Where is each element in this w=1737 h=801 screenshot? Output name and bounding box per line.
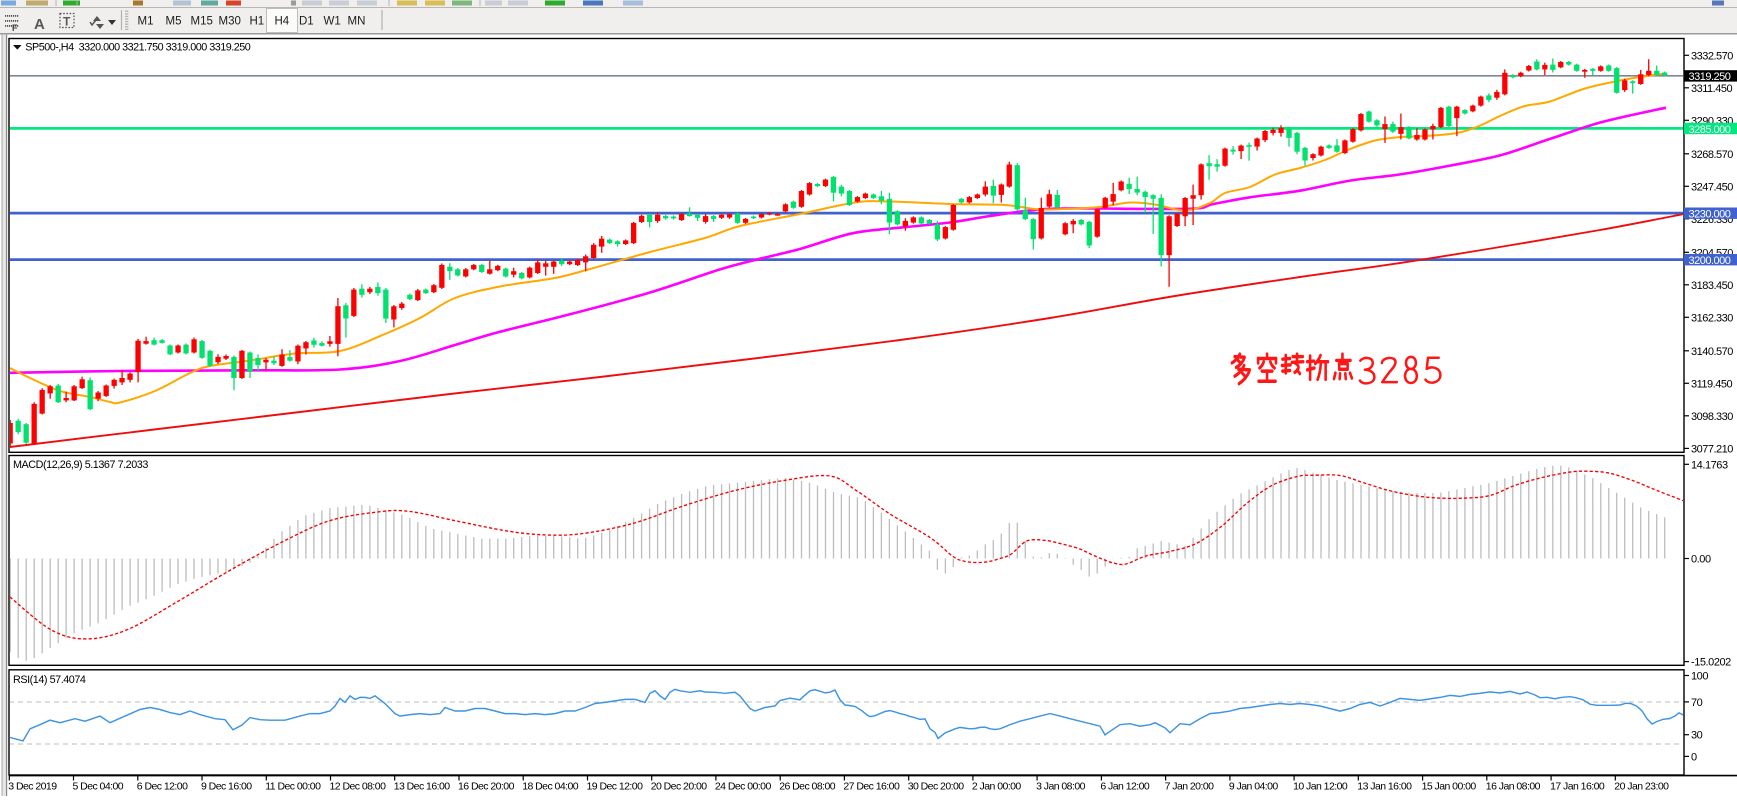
svg-text:H1: H1 (250, 16, 265, 28)
svg-text:3119.450: 3119.450 (1691, 378, 1732, 390)
svg-text:14.1763: 14.1763 (1691, 459, 1728, 471)
svg-text:3311.450: 3311.450 (1691, 83, 1732, 95)
svg-text:T: T (63, 15, 71, 29)
svg-text:3183.450: 3183.450 (1691, 280, 1733, 292)
svg-text:3332.570: 3332.570 (1691, 50, 1733, 62)
svg-text:3 Dec 2019: 3 Dec 2019 (8, 780, 57, 792)
svg-text:0.00: 0.00 (1691, 554, 1711, 566)
svg-text:100: 100 (1691, 671, 1708, 683)
svg-text:0: 0 (1691, 751, 1697, 763)
svg-text:16 Dec 20:00: 16 Dec 20:00 (458, 780, 515, 792)
svg-text:30: 30 (1691, 730, 1703, 742)
svg-text:6 Dec 12:00: 6 Dec 12:00 (137, 780, 188, 792)
svg-text:F: F (12, 23, 18, 33)
svg-text:18 Dec 04:00: 18 Dec 04:00 (522, 780, 579, 792)
svg-text:3200.000: 3200.000 (1689, 255, 1731, 267)
svg-text:20 Jan 23:00: 20 Jan 23:00 (1614, 780, 1669, 792)
svg-text:A: A (34, 16, 45, 33)
svg-text:7 Jan 20:00: 7 Jan 20:00 (1165, 780, 1215, 792)
svg-text:5 Dec 04:00: 5 Dec 04:00 (73, 780, 124, 792)
svg-text:SP500-,H4 3320.000 3321.750 3: SP500-,H4 3320.000 3321.750 3319.000 331… (25, 41, 250, 53)
svg-text:3140.570: 3140.570 (1691, 346, 1733, 358)
svg-text:3230.000: 3230.000 (1689, 209, 1731, 221)
svg-text:M30: M30 (219, 16, 241, 28)
svg-text:19 Dec 12:00: 19 Dec 12:00 (587, 780, 644, 792)
svg-text:9 Jan 04:00: 9 Jan 04:00 (1229, 780, 1279, 792)
svg-text:13 Dec 16:00: 13 Dec 16:00 (394, 780, 451, 792)
svg-text:26 Dec 08:00: 26 Dec 08:00 (779, 780, 836, 792)
svg-text:3319.250: 3319.250 (1689, 71, 1731, 83)
svg-text:27 Dec 16:00: 27 Dec 16:00 (843, 780, 900, 792)
svg-text:H4: H4 (275, 16, 290, 28)
svg-text:-15.0202: -15.0202 (1691, 657, 1731, 669)
svg-text:10 Jan 12:00: 10 Jan 12:00 (1293, 780, 1348, 792)
svg-text:M1: M1 (138, 16, 154, 28)
svg-text:3162.330: 3162.330 (1691, 312, 1733, 324)
svg-text:3077.210: 3077.210 (1691, 443, 1733, 455)
svg-text:12 Dec 08:00: 12 Dec 08:00 (330, 780, 387, 792)
svg-text:13 Jan 16:00: 13 Jan 16:00 (1357, 780, 1412, 792)
svg-text:RSI(14) 57.4074: RSI(14) 57.4074 (13, 674, 86, 686)
svg-text:70: 70 (1691, 697, 1703, 709)
svg-text:W1: W1 (324, 16, 341, 28)
svg-text:M15: M15 (191, 16, 213, 28)
svg-text:2 Jan 00:00: 2 Jan 00:00 (972, 780, 1022, 792)
svg-text:17 Jan 16:00: 17 Jan 16:00 (1550, 780, 1605, 792)
svg-text:11 Dec 00:00: 11 Dec 00:00 (265, 780, 321, 792)
svg-text:16 Jan 08:00: 16 Jan 08:00 (1486, 780, 1541, 792)
svg-text:3268.570: 3268.570 (1691, 149, 1733, 161)
svg-text:MN: MN (348, 16, 366, 28)
svg-text:3247.450: 3247.450 (1691, 181, 1733, 193)
svg-text:D1: D1 (299, 16, 314, 28)
svg-text:3285.000: 3285.000 (1689, 124, 1731, 136)
svg-text:3 Jan 08:00: 3 Jan 08:00 (1036, 780, 1086, 792)
svg-text:20 Dec 20:00: 20 Dec 20:00 (651, 780, 708, 792)
svg-text:24 Dec 00:00: 24 Dec 00:00 (715, 780, 772, 792)
svg-text:M5: M5 (166, 16, 182, 28)
svg-text:9 Dec 16:00: 9 Dec 16:00 (201, 780, 252, 792)
svg-text:6 Jan 12:00: 6 Jan 12:00 (1100, 780, 1150, 792)
svg-text:MACD(12,26,9) 5.1367 7.2033: MACD(12,26,9) 5.1367 7.2033 (13, 459, 148, 471)
svg-text:3098.330: 3098.330 (1691, 411, 1733, 423)
svg-text:30 Dec 20:00: 30 Dec 20:00 (908, 780, 965, 792)
svg-text:15 Jan 00:00: 15 Jan 00:00 (1422, 780, 1477, 792)
